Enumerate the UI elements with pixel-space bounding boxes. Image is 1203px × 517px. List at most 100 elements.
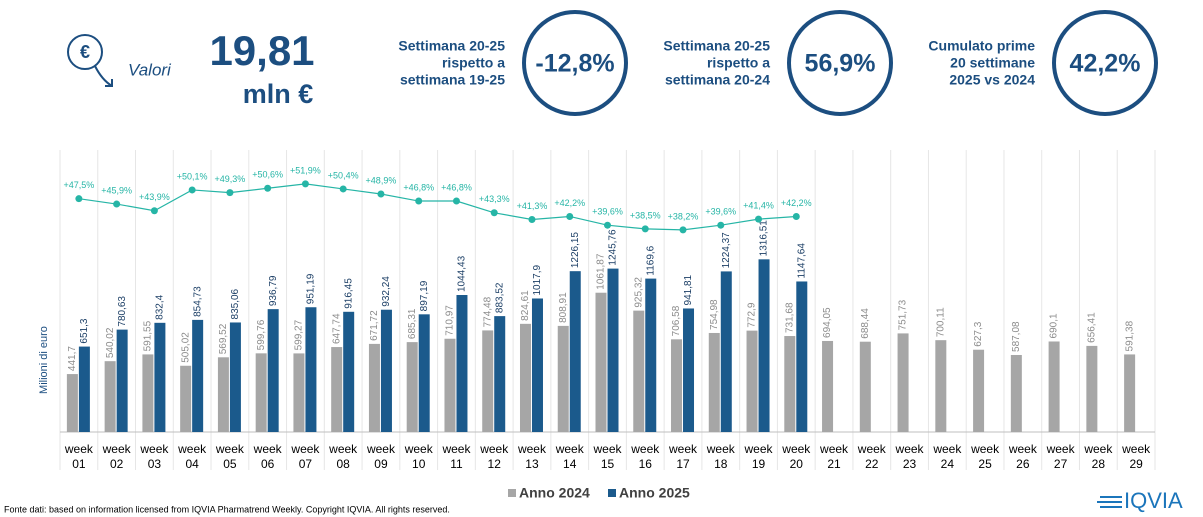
growth-line [78,183,797,231]
x-tick-line: week [1083,442,1113,456]
growth-label: +51,9% [290,165,321,175]
growth-label: +50,4% [328,170,359,180]
x-tick-line: 20 [790,457,804,471]
bar [180,365,192,432]
growth-label: +50,1% [177,171,208,181]
bar [192,319,204,432]
kpi-circle [1052,10,1158,116]
kpi-label: Settimana 20-25 [398,38,505,54]
growth-point [415,197,423,205]
growth-point [792,212,800,220]
x-tick-line: 25 [978,457,992,471]
bar [897,333,909,432]
bar [418,314,430,432]
value-label: 540,02 [105,327,116,358]
growth-point [75,195,83,203]
x-tick-line: week [819,442,849,456]
value-label: 599,76 [256,319,267,350]
x-tick-line: 08 [337,457,351,471]
growth-point [150,207,158,215]
value-label: 688,44 [860,308,871,339]
x-tick-line: week [592,442,622,456]
growth-label: +48,9% [366,175,397,185]
x-tick-line: week [1121,442,1151,456]
x-tick-label: week 18 [706,442,736,471]
x-tick-line: 02 [110,457,124,471]
growth-point [226,189,234,197]
value-label: 627,3 [973,321,984,346]
x-tick-line: 29 [1129,457,1143,471]
x-tick-line: week [517,442,547,456]
bar [683,308,695,432]
x-tick-label: week 05 [215,442,245,471]
bar [406,342,418,432]
growth-point [113,200,121,208]
x-tick-label: week 23 [895,442,925,471]
growth-point [301,180,309,188]
value-label: 1226,15 [570,232,581,269]
bar [494,316,506,432]
growth-label: +46,8% [403,182,434,192]
bar [822,340,834,432]
x-tick-label: week 21 [819,442,849,471]
bar [154,322,166,432]
x-tick-label: week 22 [857,442,887,471]
kpi-circle [787,10,893,116]
value-label: 1017,9 [532,264,543,295]
x-tick-line: 12 [488,457,502,471]
value-label: 1061,87 [596,253,607,290]
legend-label: Anno 2024 [519,485,590,501]
legend-swatch [608,489,616,497]
value-label: 700,11 [935,307,946,337]
value-label: 754,98 [709,299,720,330]
bar [645,278,657,432]
kpi-value: 42,2% [1070,50,1141,78]
value-label: 1044,43 [457,255,468,292]
bar [142,354,154,432]
x-tick-line: 28 [1092,457,1106,471]
kpi-label: 2025 vs 2024 [949,72,1035,88]
value-label: 951,19 [306,273,317,304]
x-tick-line: 17 [676,457,690,471]
value-label: 854,73 [192,286,203,317]
value-label: 1147,64 [796,243,807,279]
value-label: 710,97 [445,305,456,336]
value-label: 599,27 [294,319,305,350]
growth-point [452,197,460,205]
x-tick-line: week [253,442,283,456]
x-tick-line: 16 [639,457,653,471]
x-tick-line: week [857,442,887,456]
bar [720,271,732,432]
bar [708,332,720,432]
x-tick-label: week 27 [1046,442,1076,471]
x-tick-line: week [328,442,358,456]
x-tick-line: week [706,442,736,456]
value-label: 706,58 [671,305,682,336]
x-tick-line: 26 [1016,457,1030,471]
x-tick-line: 15 [601,457,615,471]
euro-symbol: € [80,42,90,62]
euro-icon [67,34,113,87]
bar [973,349,985,432]
growth-label: +41,3% [517,201,548,211]
bar [557,325,569,432]
x-tick-line: week [290,442,320,456]
x-tick-line: week [64,442,94,456]
value-label: 441,7 [67,346,78,371]
x-tick-line: week [404,442,434,456]
logo: IQVIA [1124,488,1183,513]
x-tick-label: week 29 [1121,442,1151,471]
x-tick-label: week 15 [592,442,622,471]
x-tick-line: week [366,442,396,456]
bar [255,353,267,432]
x-tick-line: week [215,442,245,456]
bar [482,330,494,432]
logo-mark [1097,496,1122,508]
y-axis-label: Milioni di euro [38,326,50,394]
bar [104,361,116,432]
value-label: 936,79 [268,275,279,306]
bar [633,310,645,432]
legend-label: Anno 2025 [619,485,690,501]
x-tick-label: week 24 [932,442,962,471]
